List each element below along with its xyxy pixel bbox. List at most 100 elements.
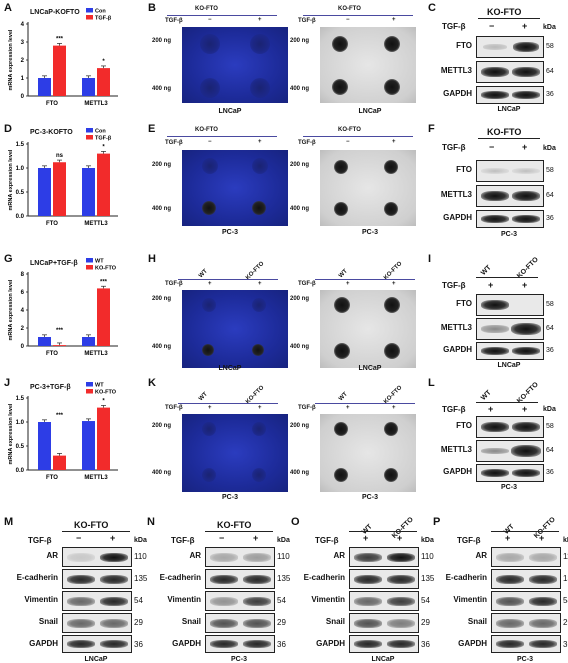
kda-value: 54	[421, 596, 430, 605]
kda-value: 110	[563, 552, 568, 561]
category-label: FTO	[46, 101, 58, 107]
y-axis-label: mRNA expression level	[8, 279, 14, 340]
kda-header: kDa	[543, 145, 556, 152]
blot-row-label: FTO	[456, 421, 472, 430]
y-tick-label: 0.0	[16, 468, 25, 474]
kda-header: kDa	[134, 537, 147, 544]
amount-label: 200 ng	[290, 162, 310, 168]
kda-value: 135	[134, 574, 148, 583]
cell-line-caption: PC-3	[362, 229, 378, 236]
legend-swatch	[86, 128, 93, 133]
kda-value: 64	[546, 192, 554, 199]
blot-strip	[476, 440, 544, 462]
panel-letter: C	[428, 2, 436, 14]
cell-line-caption: PC-3	[222, 229, 238, 236]
blot-strip	[205, 569, 275, 589]
blot-row-label: E-cadherin	[303, 573, 345, 582]
kda-value: 135	[277, 574, 291, 583]
header-label: KO-FTO	[195, 6, 218, 12]
plus-sign: +	[392, 139, 396, 145]
category-label: FTO	[46, 351, 58, 357]
header-underline	[62, 531, 130, 532]
panel-letter: A	[4, 2, 12, 14]
header-underline	[491, 531, 559, 532]
header-underline	[349, 531, 417, 532]
chart-title: PC-3-KOFTO	[30, 129, 73, 136]
blot-strip	[62, 635, 132, 653]
kda-value: 64	[546, 68, 554, 75]
tgf-label: TGF-β	[315, 536, 339, 545]
kda-value: 36	[546, 215, 554, 222]
plus-sign: +	[488, 280, 494, 290]
tgf-label: TGF-β	[298, 405, 316, 411]
tgf-label: TGF-β	[457, 536, 481, 545]
bar	[82, 421, 95, 470]
blot-row-label: GAPDH	[458, 639, 487, 648]
y-tick-label: 6	[21, 290, 25, 296]
minus-sign: −	[346, 139, 350, 145]
kda-value: 110	[134, 552, 147, 561]
kda-value: 36	[563, 640, 568, 649]
kda-value: 54	[563, 596, 568, 605]
category-label: METTL3	[84, 475, 108, 481]
panel-letter: M	[4, 516, 14, 528]
plus-sign: +	[488, 404, 494, 414]
bar	[38, 422, 51, 470]
header-label: KO-FTO	[487, 127, 522, 137]
blot-band	[67, 552, 95, 562]
y-tick-label: 1.0	[16, 166, 25, 172]
legend-swatch	[86, 389, 93, 394]
kda-value: 110	[277, 552, 290, 561]
blot-strip	[62, 569, 132, 589]
blot-row-label: Snail	[38, 617, 58, 626]
y-axis-label: mRNA expression level	[8, 29, 14, 90]
blot-band	[354, 618, 382, 628]
blot-band	[210, 574, 238, 584]
blot-strip	[349, 635, 419, 653]
methylene-blue-membrane	[182, 414, 288, 492]
legend-label: WT	[95, 383, 104, 389]
panel-letter: J	[4, 377, 11, 389]
y-tick-label: 1.5	[16, 142, 25, 148]
cell-line-caption: PC-3	[222, 494, 238, 501]
blot-row-label: GAPDH	[443, 345, 472, 354]
blot-strip	[476, 160, 544, 182]
blot-band	[354, 552, 382, 562]
amount-label: 400 ng	[290, 206, 310, 212]
minus-sign: −	[76, 533, 82, 543]
blot-band	[210, 552, 238, 562]
cell-line-caption: LNCaP	[497, 106, 521, 113]
kda-value: 54	[134, 596, 143, 605]
cell-line-caption: LNCaP	[358, 108, 382, 115]
significance-mark: ***	[100, 279, 108, 285]
blot-strip	[491, 569, 561, 589]
blot-strip	[476, 36, 544, 58]
amount-label: 200 ng	[290, 296, 310, 302]
plus-sign: +	[392, 405, 396, 411]
blot-strip	[205, 547, 275, 567]
header-label: KO-FTO	[217, 520, 252, 530]
tgf-label: TGF-β	[442, 281, 466, 290]
blot-row-label: AR	[189, 551, 201, 560]
tgf-label: TGF-β	[165, 140, 183, 146]
y-tick-label: 1	[21, 76, 25, 82]
blot-band	[387, 552, 415, 562]
amount-label: 400 ng	[290, 86, 310, 92]
blot-strip	[476, 464, 544, 482]
plus-sign: +	[208, 281, 212, 287]
blot-strip	[476, 185, 544, 207]
methylene-blue-membrane	[182, 290, 288, 368]
bar	[53, 455, 66, 470]
y-tick-label: 3	[21, 40, 25, 46]
blot-strip	[491, 613, 561, 633]
y-tick-label: 0	[21, 94, 25, 100]
legend-label: KO-FTO	[95, 390, 117, 396]
y-tick-label: 2	[21, 58, 25, 64]
legend-swatch	[86, 135, 93, 140]
significance-mark: *	[102, 145, 105, 151]
bar	[97, 407, 110, 470]
wt-label: WT	[198, 391, 209, 403]
kda-value: 29	[421, 618, 430, 627]
kda-value: 36	[546, 91, 554, 98]
significance-mark: *	[102, 59, 105, 65]
